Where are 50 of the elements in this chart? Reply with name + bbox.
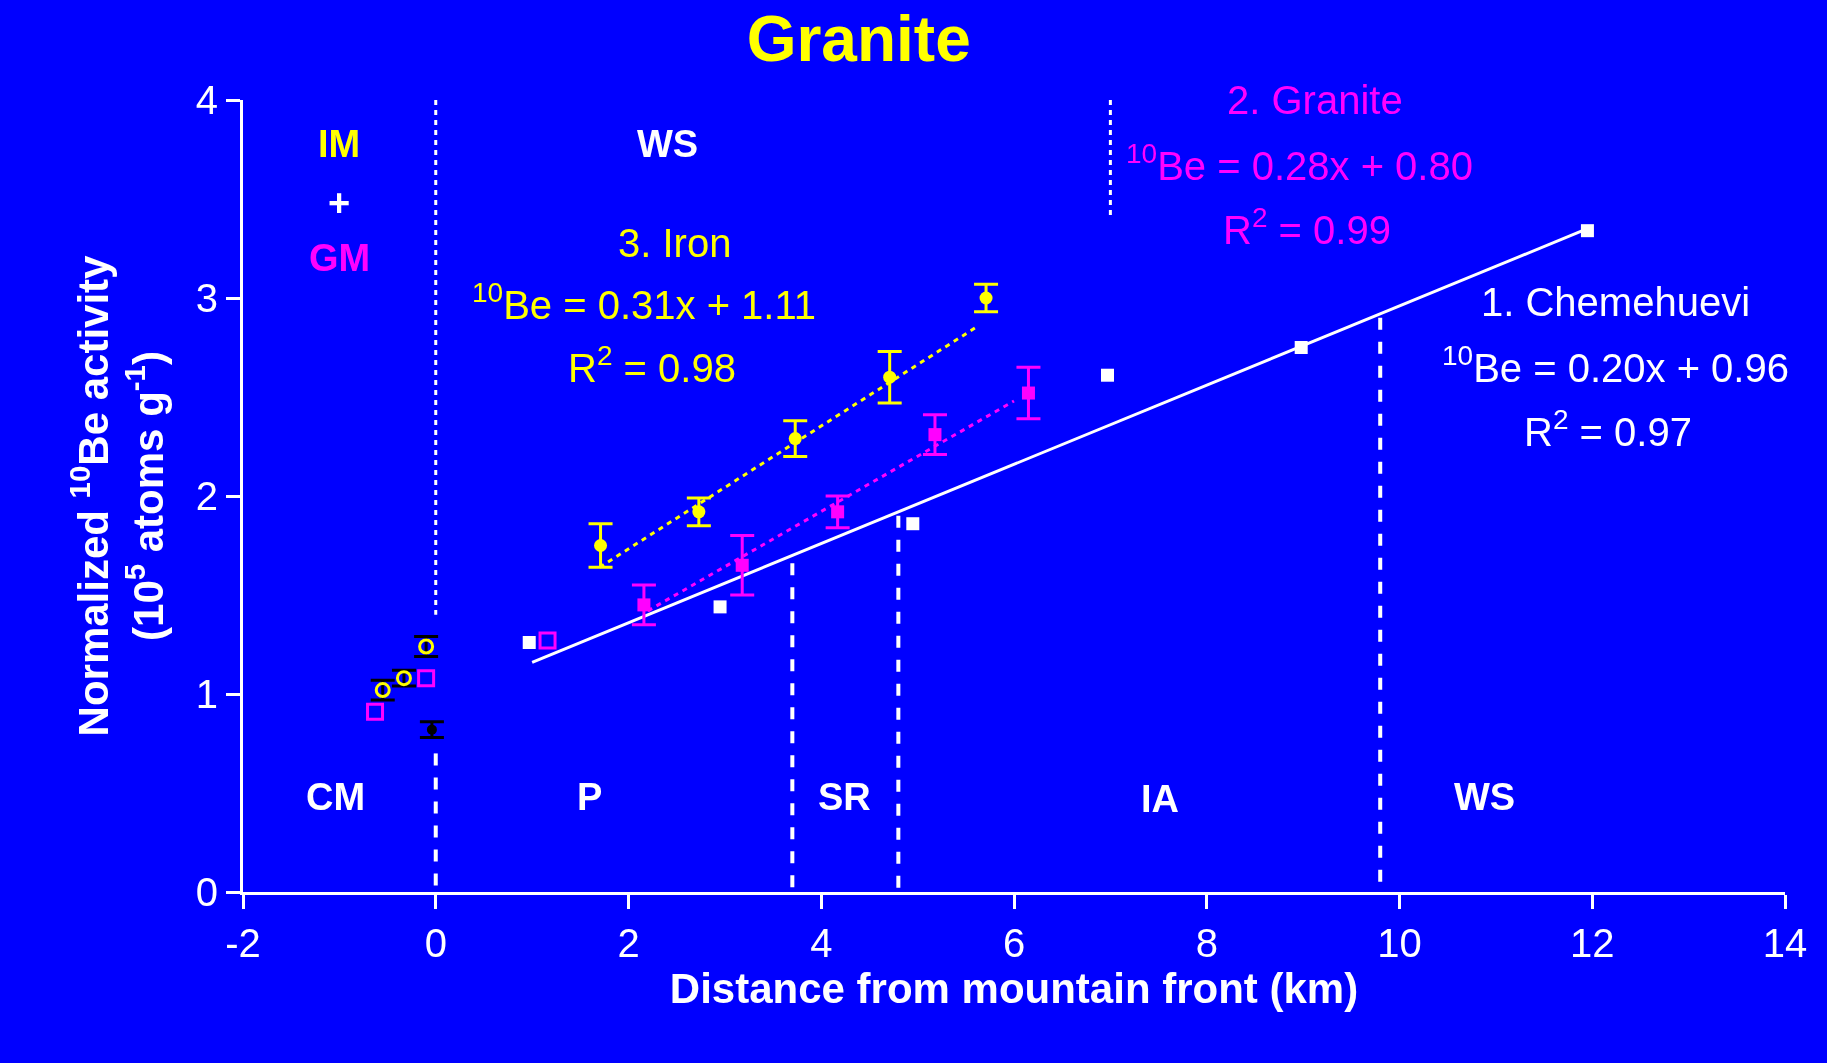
y-tick-label: 0 <box>195 870 218 914</box>
point <box>417 669 436 688</box>
annotation: IM <box>318 123 361 165</box>
point <box>928 428 942 442</box>
chart-title: Granite <box>746 2 971 75</box>
point <box>735 558 749 572</box>
point <box>831 505 845 519</box>
point <box>1021 386 1035 400</box>
annotation: $^{10}$Be = 0.31x + 1.11 <box>472 277 816 327</box>
point <box>713 600 727 614</box>
point <box>692 505 706 519</box>
y-tick-label: 1 <box>195 672 218 716</box>
annotation: CM <box>306 776 366 818</box>
annotation: + <box>328 182 351 224</box>
point <box>538 631 557 650</box>
annotation: R$^{2}$ = 0.97 <box>1524 404 1692 454</box>
x-tick-label: -2 <box>225 921 261 965</box>
y-tick-label: 2 <box>195 474 218 518</box>
annotation: WS <box>1454 776 1516 818</box>
x-tick-label: 2 <box>617 921 640 965</box>
point <box>906 517 920 531</box>
x-tick-label: 8 <box>1195 921 1218 965</box>
annotation: R$^{2}$ = 0.98 <box>568 340 736 390</box>
annotation: 1. Chemehuevi <box>1481 280 1751 324</box>
x-tick-label: 14 <box>1762 921 1808 965</box>
point <box>594 539 608 552</box>
x-axis-title: Distance from mountain front (km) <box>669 965 1359 1012</box>
annotation: $^{10}$Be = 0.20x + 0.96 <box>1442 340 1789 390</box>
x-tick-label: 6 <box>1002 921 1026 965</box>
point <box>366 702 385 721</box>
annotation: GM <box>309 237 371 279</box>
x-tick-label: 4 <box>810 921 833 965</box>
point <box>426 724 437 735</box>
annotation: $^{10}$Be = 0.28x + 0.80 <box>1126 138 1473 188</box>
annotation: 2. Granite <box>1227 78 1403 122</box>
annotation: 3. Iron <box>618 221 732 265</box>
point <box>637 598 651 612</box>
point <box>979 291 993 305</box>
y-tick-label: 3 <box>195 276 218 320</box>
annotation: SR <box>818 776 871 818</box>
x-tick-label: 0 <box>424 921 447 965</box>
annotation: R$^{2}$ = 0.99 <box>1223 202 1391 252</box>
point <box>1100 368 1114 382</box>
y-tick-label: 4 <box>195 78 218 122</box>
annotation: P <box>577 776 603 818</box>
point <box>522 636 536 650</box>
x-tick-label: 10 <box>1377 921 1422 965</box>
annotation: IA <box>1141 778 1179 820</box>
annotation: WS <box>637 123 699 165</box>
x-tick-label: 12 <box>1570 921 1615 965</box>
